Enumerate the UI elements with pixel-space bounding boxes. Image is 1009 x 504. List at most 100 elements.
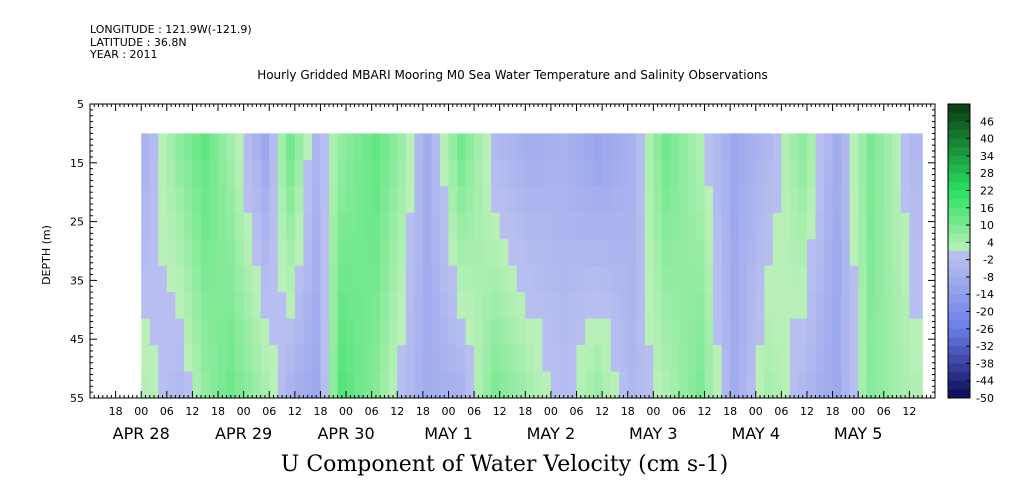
heatmap-cell — [858, 318, 868, 346]
heatmap-cell — [576, 239, 586, 267]
heatmap-cell — [670, 265, 680, 293]
heatmap-cell — [260, 212, 270, 240]
colorbar-swatch — [948, 268, 970, 278]
heatmap-cell — [346, 371, 356, 399]
heatmap-cell — [474, 345, 484, 373]
heatmap-cell — [832, 265, 842, 293]
heatmap-cell — [789, 159, 800, 187]
heatmap-cell — [704, 318, 714, 346]
heatmap-cell — [525, 159, 535, 187]
heatmap-cell — [841, 159, 851, 187]
heatmap-cell — [798, 318, 808, 346]
heatmap-cell — [781, 318, 791, 346]
heatmap-cell — [704, 133, 714, 161]
heatmap-cell — [226, 292, 236, 320]
heatmap-cell — [764, 159, 774, 187]
colorbar-swatch — [948, 372, 970, 382]
heatmap-cell — [764, 239, 774, 267]
heatmap-cell — [388, 133, 398, 161]
x-hour-label: 12 — [698, 405, 712, 418]
heatmap-cell — [636, 345, 646, 373]
heatmap-cell — [320, 371, 330, 399]
heatmap-cell — [422, 186, 433, 214]
heatmap-cell — [858, 371, 868, 399]
x-date-label: APR 28 — [113, 424, 170, 443]
heatmap-cell — [260, 265, 270, 293]
heatmap-cell — [414, 265, 424, 293]
heatmap-cell — [286, 133, 296, 161]
heatmap-cell — [619, 133, 629, 161]
heatmap-cell — [866, 159, 876, 187]
heatmap-cell — [917, 159, 923, 187]
heatmap-cell — [585, 133, 595, 161]
heatmap-cell — [482, 292, 492, 320]
colorbar-label: -44 — [976, 375, 994, 388]
heatmap-cell — [192, 186, 202, 214]
heatmap-cell — [567, 186, 578, 214]
heatmap-cell — [337, 186, 347, 214]
heatmap-cell — [354, 186, 364, 214]
colorbar-swatch — [948, 164, 970, 174]
heatmap-cell — [900, 212, 910, 240]
heatmap-cell — [738, 292, 748, 320]
heatmap-cell — [294, 239, 304, 267]
heatmap-cell — [431, 318, 441, 346]
heatmap-cell — [439, 292, 450, 320]
heatmap-cell — [858, 292, 868, 320]
heatmap-cell — [866, 212, 876, 240]
heatmap-cell — [346, 186, 356, 214]
heatmap-cell — [414, 371, 424, 399]
x-hour-label: 12 — [390, 405, 404, 418]
heatmap-cell — [883, 345, 893, 373]
heatmap-cell — [525, 345, 535, 373]
heatmap-cell — [585, 159, 595, 187]
heatmap-cell — [806, 212, 817, 240]
heatmap-cell — [559, 371, 569, 399]
heatmap-cell — [875, 292, 885, 320]
heatmap-cell — [422, 345, 433, 373]
heatmap-cell — [346, 239, 356, 267]
heatmap-cell — [388, 318, 398, 346]
heatmap-cell — [576, 292, 586, 320]
heatmap-cell — [260, 159, 270, 187]
heatmap-cell — [866, 318, 876, 346]
heatmap-cell — [764, 265, 774, 293]
heatmap-cell — [619, 371, 629, 399]
y-tick-label: 5 — [77, 98, 84, 111]
heatmap-cell — [738, 345, 748, 373]
heatmap-cell — [149, 133, 159, 161]
heatmap-cell — [696, 265, 706, 293]
heatmap-cell — [849, 292, 859, 320]
heatmap-cell — [277, 212, 287, 240]
heatmap-cell — [448, 371, 458, 399]
heatmap-cell — [747, 159, 757, 187]
heatmap-cell — [747, 133, 757, 161]
heatmap-cell — [320, 159, 330, 187]
heatmap-cell — [627, 159, 637, 187]
heatmap-cell — [209, 371, 219, 399]
heatmap-cell — [781, 159, 791, 187]
heatmap-cell — [832, 159, 842, 187]
heatmap-cell — [721, 239, 731, 267]
heatmap-cell — [448, 186, 458, 214]
heatmap-cell — [627, 371, 637, 399]
heatmap-cell — [806, 345, 817, 373]
heatmap-cell — [815, 265, 825, 293]
heatmap-cell — [858, 345, 868, 373]
heatmap-cell — [141, 159, 151, 187]
y-tick-label: 35 — [70, 274, 84, 287]
heatmap-cell — [704, 159, 714, 187]
colorbar-label: 22 — [980, 184, 994, 197]
heatmap-cell — [243, 159, 253, 187]
heatmap-cell — [286, 186, 296, 214]
heatmap-cell — [422, 133, 433, 161]
heatmap-cell — [687, 133, 697, 161]
heatmap-cell — [738, 318, 748, 346]
heatmap-cell — [303, 239, 313, 267]
heatmap-cell — [653, 133, 663, 161]
heatmap-cell — [439, 186, 450, 214]
heatmap-cell — [380, 318, 390, 346]
heatmap-cell — [653, 186, 663, 214]
colorbar-swatch — [948, 337, 970, 347]
heatmap-cell — [687, 318, 697, 346]
